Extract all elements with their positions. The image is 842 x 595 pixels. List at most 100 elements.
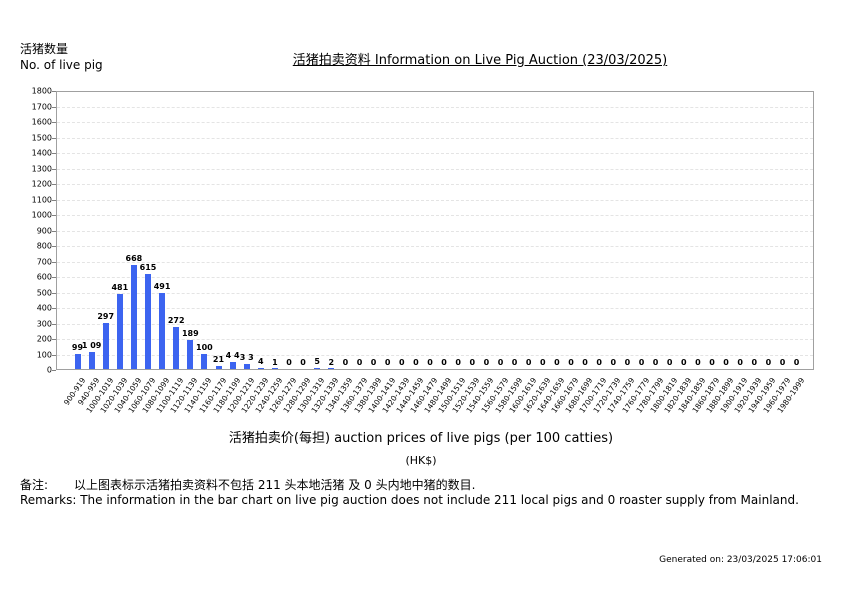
bar xyxy=(159,292,166,369)
bar-value-label: 0 xyxy=(427,358,433,367)
y-tick-mark xyxy=(52,230,56,232)
bar xyxy=(74,353,81,369)
y-tick-label: 1500 xyxy=(31,133,52,142)
y-axis-title: 活猪数量 No. of live pig xyxy=(20,41,103,73)
bar xyxy=(314,368,321,369)
bar-value-label: 0 xyxy=(709,358,715,367)
bar-value-label: 99 xyxy=(71,342,84,352)
y-tick-mark xyxy=(52,292,56,294)
bar xyxy=(130,265,137,369)
bar-value-label: 3 3 xyxy=(239,352,254,362)
gridline xyxy=(57,153,813,154)
bar-value-label: 0 xyxy=(737,358,743,367)
bar-value-label: 272 xyxy=(167,315,185,325)
y-tick-mark xyxy=(52,277,56,278)
y-tick-label: 1000 xyxy=(31,210,52,220)
y-tick-mark xyxy=(52,106,56,108)
bar xyxy=(145,273,151,369)
y-tick-label: 700 xyxy=(36,257,52,266)
y-tick-mark xyxy=(52,354,56,356)
bar-value-label: 0 xyxy=(469,358,476,367)
gridline xyxy=(57,184,813,185)
y-tick-label: 1300 xyxy=(31,164,52,173)
bar-value-label: 0 xyxy=(356,358,363,367)
remarks-en: Remarks: The information in the bar char… xyxy=(20,493,799,507)
gridline xyxy=(57,199,813,201)
y-tick-mark xyxy=(52,339,56,340)
bar-value-label: 0 xyxy=(497,358,504,367)
bar-value-label: 0 xyxy=(525,358,532,367)
bar xyxy=(173,326,180,369)
bar-value-label: 0 xyxy=(751,358,758,367)
y-tick-label: 900 xyxy=(36,226,52,235)
gridline xyxy=(57,354,813,356)
gridline xyxy=(57,261,813,263)
bar-value-label: 0 xyxy=(652,358,659,367)
y-tick-mark xyxy=(52,91,56,92)
x-axis-unit: (HK$) xyxy=(405,454,437,467)
y-tick-mark xyxy=(52,199,56,201)
y-axis-title-en: No. of live pig xyxy=(20,58,103,72)
bar-value-label: 189 xyxy=(181,328,199,338)
y-tick-mark xyxy=(52,261,56,263)
generated-timestamp: Generated on: 23/03/2025 17:06:01 xyxy=(659,555,822,565)
bar-value-label: 0 xyxy=(370,358,377,367)
gridline xyxy=(57,106,813,108)
bar-value-label: 0 xyxy=(765,358,772,367)
chart-title: 活猪拍卖资料 Information on Live Pig Auction (… xyxy=(292,53,668,68)
bar xyxy=(271,368,278,369)
bar-value-label: 0 xyxy=(666,358,673,367)
bar-value-label: 0 xyxy=(441,358,447,367)
gridline xyxy=(57,323,813,325)
y-tick-mark xyxy=(52,184,56,185)
bar xyxy=(102,322,109,369)
bar-value-label: 0 xyxy=(511,358,518,367)
y-tick-mark xyxy=(52,323,56,325)
bar-value-label: 0 xyxy=(413,358,419,367)
bar-value-label: 1 09 xyxy=(81,341,102,351)
bar xyxy=(201,353,208,369)
bar-value-label: 4 xyxy=(258,357,264,367)
y-tick-label: 200 xyxy=(36,334,52,344)
gridline xyxy=(57,122,813,123)
gridline xyxy=(57,308,813,309)
y-tick-label: 1200 xyxy=(31,179,52,189)
y-tick-mark xyxy=(52,137,56,139)
y-axis-title-cn: 活猪数量 xyxy=(20,42,69,56)
y-tick-label: 1100 xyxy=(31,195,52,204)
y-tick-label: 100 xyxy=(36,350,52,359)
y-tick-label: 0 xyxy=(46,365,52,375)
y-tick-mark xyxy=(52,246,56,247)
bar xyxy=(88,352,95,369)
bar-value-label: 481 xyxy=(111,283,129,293)
gridline xyxy=(57,215,813,216)
bar-value-label: 0 xyxy=(596,358,602,367)
y-tick-mark xyxy=(52,370,56,371)
y-tick-label: 500 xyxy=(36,288,52,297)
y-tick-mark xyxy=(52,168,56,170)
bar-value-label: 2 xyxy=(328,357,335,367)
y-tick-mark xyxy=(52,215,56,216)
bar-value-label: 21 xyxy=(212,354,225,364)
bar-value-label: 4 4 xyxy=(225,351,240,361)
bar-value-label: 0 xyxy=(455,358,461,367)
bar xyxy=(229,362,236,369)
y-tick-label: 1600 xyxy=(31,117,52,127)
bar-value-label: 668 xyxy=(125,254,143,264)
bar-value-label: 0 xyxy=(384,358,391,367)
bar-value-label: 0 xyxy=(610,358,617,367)
bar xyxy=(215,365,222,369)
bar xyxy=(257,368,264,369)
gridline xyxy=(57,246,813,247)
bar xyxy=(328,368,335,369)
bar-value-label: 0 xyxy=(300,358,306,367)
bar-value-label: 0 xyxy=(554,358,560,367)
bar-value-label: 0 xyxy=(723,358,729,367)
bar-value-label: 0 xyxy=(681,358,687,367)
gridline xyxy=(57,292,813,294)
remarks-cn-text: 以上图表标示活猪拍卖资料不包括 211 头本地活猪 及 0 头内地中猪的数目. xyxy=(74,478,476,492)
gridline xyxy=(57,339,813,340)
bar-value-label: 0 xyxy=(342,358,349,367)
bar-value-label: 0 xyxy=(779,358,786,367)
